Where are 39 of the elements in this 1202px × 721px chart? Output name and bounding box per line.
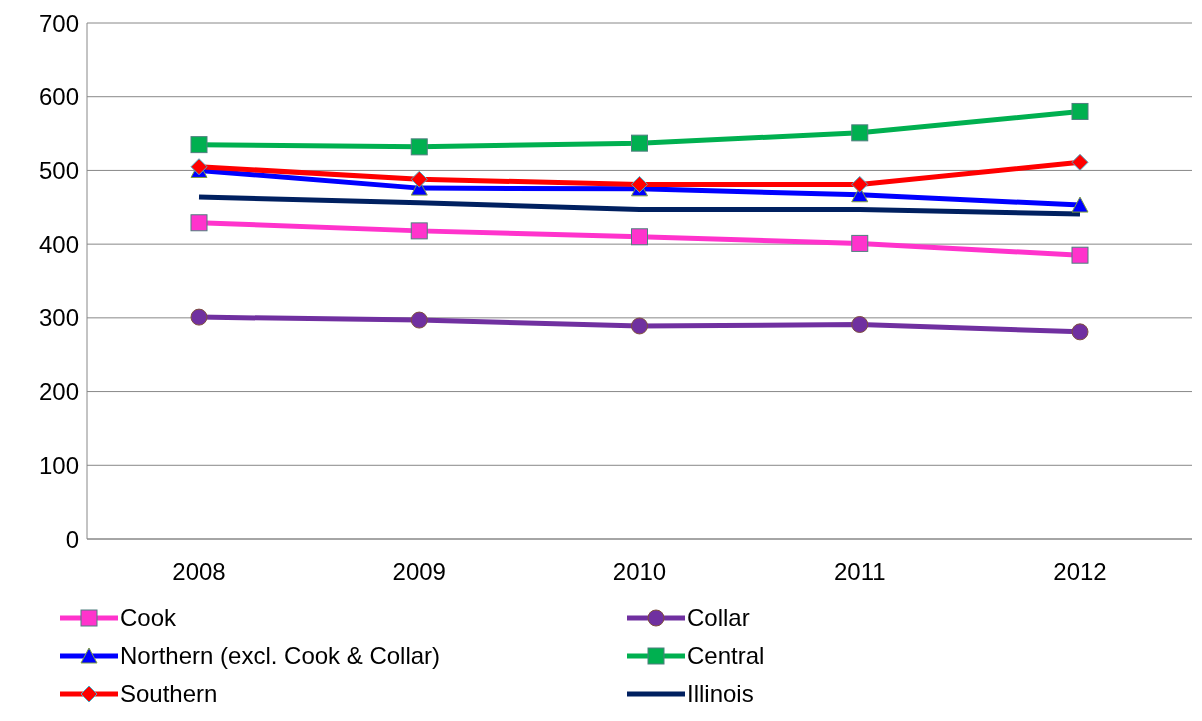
y-tick-label: 200 bbox=[38, 378, 79, 406]
point bbox=[1071, 323, 1089, 341]
point bbox=[410, 311, 428, 329]
point bbox=[631, 134, 648, 152]
y-tick-label: 600 bbox=[38, 83, 79, 111]
y-tick-label: 400 bbox=[38, 230, 79, 258]
x-tick-label: 2008 bbox=[172, 558, 226, 586]
x-tick-label: 2012 bbox=[1053, 558, 1107, 586]
point bbox=[1071, 196, 1089, 213]
point bbox=[851, 175, 869, 193]
legend-label: Southern bbox=[120, 679, 218, 709]
point bbox=[1071, 153, 1089, 171]
y-tick-label: 0 bbox=[65, 525, 79, 553]
legend-label: Cook bbox=[120, 603, 177, 633]
point bbox=[631, 317, 648, 335]
y-tick-label: 300 bbox=[38, 304, 79, 332]
y-tick-label: 500 bbox=[38, 156, 79, 184]
legend-label: Central bbox=[687, 641, 765, 671]
point bbox=[631, 175, 648, 193]
point bbox=[190, 214, 208, 232]
point bbox=[410, 222, 428, 240]
y-tick-label: 700 bbox=[38, 9, 79, 37]
y-tick-label: 100 bbox=[38, 451, 79, 479]
legend-label: Northern (excl. Cook & Collar) bbox=[120, 641, 441, 671]
point bbox=[1071, 102, 1089, 120]
point bbox=[410, 138, 428, 156]
point bbox=[1071, 246, 1089, 264]
point bbox=[190, 136, 208, 154]
point bbox=[851, 315, 869, 333]
x-tick-label: 2011 bbox=[833, 558, 886, 586]
point bbox=[851, 234, 869, 252]
point bbox=[410, 170, 428, 188]
legend-label: Collar bbox=[687, 603, 750, 633]
point bbox=[631, 228, 648, 246]
x-tick-label: 2009 bbox=[392, 558, 446, 586]
point bbox=[851, 124, 869, 142]
legend-label: Illinois bbox=[687, 679, 754, 709]
x-tick-label: 2010 bbox=[612, 558, 667, 586]
point bbox=[190, 308, 208, 326]
